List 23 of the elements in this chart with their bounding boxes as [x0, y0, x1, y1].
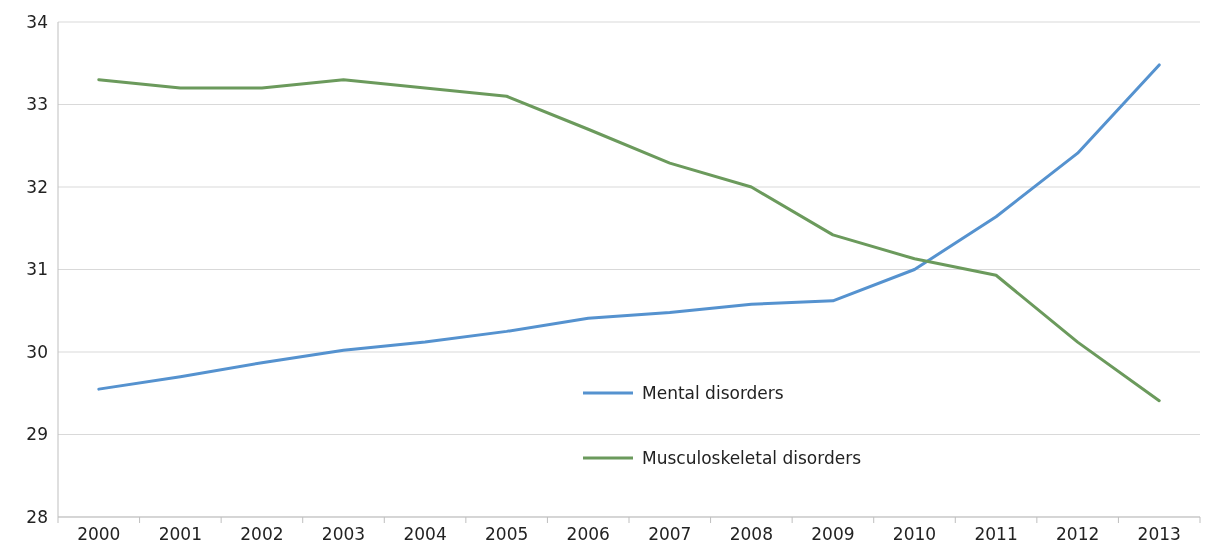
legend-label: Mental disorders: [642, 382, 784, 403]
y-tick-label: 33: [26, 94, 48, 115]
y-tick-label: 32: [26, 176, 48, 197]
x-tick-label: 2009: [811, 524, 855, 544]
legend-label: Musculoskeletal disorders: [642, 447, 862, 468]
x-tick-label: 2006: [566, 524, 610, 544]
y-tick-label: 28: [26, 506, 48, 527]
x-tick-label: 2000: [77, 524, 121, 544]
x-tick-label: 2008: [729, 524, 773, 544]
x-tick-label: 2004: [403, 524, 447, 544]
x-tick-label: 2011: [974, 524, 1018, 544]
x-tick-label: 2013: [1137, 524, 1181, 544]
y-tick-label: 29: [26, 424, 48, 445]
x-tick-label: 2003: [321, 524, 366, 544]
x-tick-label: 2002: [240, 524, 284, 544]
x-tick-label: 2007: [648, 524, 692, 544]
y-tick-label: 31: [26, 259, 48, 280]
x-tick-label: 2012: [1056, 524, 1100, 544]
x-tick-label: 2010: [892, 524, 937, 544]
y-tick-label: 30: [26, 341, 48, 362]
y-tick-label: 34: [26, 11, 48, 32]
x-tick-label: 2001: [158, 524, 202, 544]
x-tick-label: 2005: [485, 524, 529, 544]
